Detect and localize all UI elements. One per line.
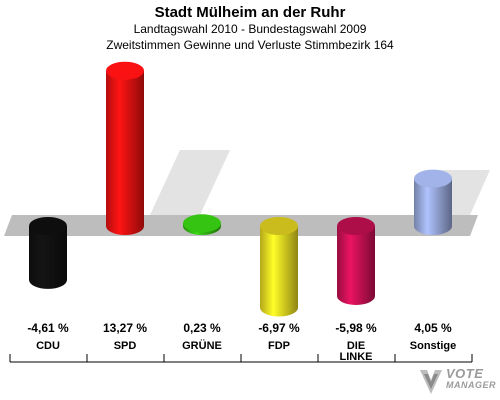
bar-fdp [260, 217, 298, 317]
zero-plane [4, 215, 478, 236]
value-label: -5,98 % [335, 321, 377, 335]
chart-subtitle-2: Zweitstimmen Gewinne und Verluste Stimmb… [106, 38, 394, 52]
category-label: GRÜNE [182, 339, 222, 352]
x-axis [9, 354, 473, 363]
category-label: Sonstige [410, 340, 456, 352]
value-label: 13,27 % [103, 321, 147, 335]
logo-text-vote: VOTE [446, 366, 484, 381]
logo-text-manager: MANAGER [446, 380, 496, 390]
category-label: SPD [114, 340, 137, 352]
labels: -4,61 % CDU 13,27 % SPD 0,23 % GRÜNE -6,97 % FD… [27, 321, 456, 363]
value-label: -4,61 % [27, 321, 69, 335]
category-label: LINKE [340, 351, 373, 363]
value-label: -6,97 % [258, 321, 300, 335]
bars [29, 61, 452, 317]
value-label: 4,05 % [414, 321, 452, 335]
logo-mark-icon [420, 370, 442, 394]
bar-shadow [150, 150, 230, 215]
category-label: CDU [36, 340, 60, 352]
bar-die-linke [337, 217, 375, 305]
bar-cdu [29, 217, 67, 289]
value-label: 0,23 % [183, 321, 221, 335]
vote-manager-logo: VOTE MANAGER [418, 366, 496, 396]
bar-grüne [183, 214, 221, 235]
category-label: DIE [347, 340, 365, 352]
bar-sonstige [414, 169, 452, 235]
bar-spd [106, 61, 144, 235]
chart-title: Stadt Mülheim an der Ruhr [154, 4, 346, 21]
chart-subtitle: Landtagswahl 2010 - Bundestagswahl 2009 [133, 22, 367, 36]
category-label: FDP [268, 340, 290, 352]
